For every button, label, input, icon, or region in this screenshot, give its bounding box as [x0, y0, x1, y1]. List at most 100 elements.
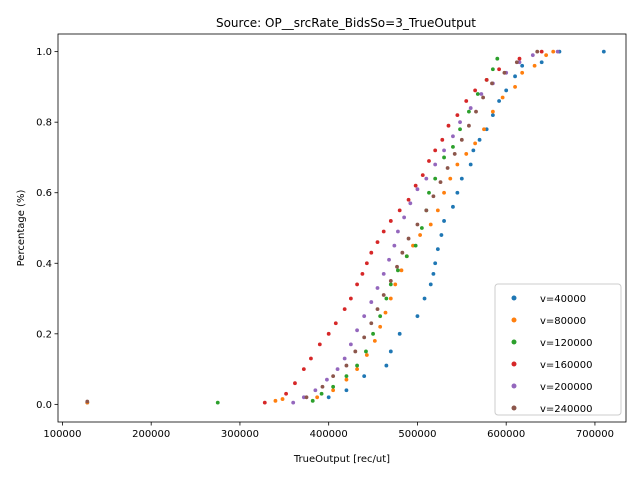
- data-point: [395, 264, 399, 269]
- data-point: [535, 49, 540, 54]
- data-point: [309, 356, 313, 361]
- data-point: [433, 261, 438, 266]
- data-point: [372, 338, 377, 343]
- data-point: [458, 120, 462, 125]
- data-point: [399, 268, 404, 273]
- data-point: [502, 70, 507, 75]
- data-point: [406, 197, 411, 202]
- data-point: [490, 81, 494, 86]
- data-point: [355, 367, 359, 371]
- data-point: [396, 268, 400, 273]
- data-point: [375, 286, 380, 290]
- data-point: [415, 187, 420, 192]
- data-point: [413, 183, 418, 188]
- data-point: [467, 109, 471, 114]
- series-v-240000: [85, 49, 540, 404]
- data-point: [424, 208, 429, 213]
- data-point: [475, 92, 480, 96]
- data-point: [304, 395, 309, 400]
- data-point: [331, 388, 336, 393]
- data-point: [388, 349, 393, 354]
- data-point: [331, 384, 336, 389]
- data-point: [344, 363, 349, 368]
- data-point: [490, 109, 495, 114]
- data-point: [438, 180, 443, 185]
- data-point: [381, 229, 386, 234]
- legend-label: v=80000: [540, 316, 586, 327]
- data-point: [448, 176, 453, 181]
- legend-frame: [494, 283, 622, 416]
- data-point: [331, 374, 336, 379]
- legend-marker: [511, 405, 517, 411]
- data-point: [364, 353, 369, 357]
- data-point: [490, 113, 495, 118]
- data-point: [387, 257, 391, 262]
- legend-marker: [511, 317, 517, 323]
- series-v-80000: [85, 49, 556, 405]
- data-point: [262, 400, 267, 405]
- data-point: [520, 63, 525, 68]
- data-point: [482, 127, 486, 132]
- data-point: [539, 60, 544, 65]
- data-point: [344, 374, 349, 379]
- data-point: [555, 49, 560, 54]
- x-tick-label: 300000: [221, 429, 259, 440]
- axes-frame: [57, 33, 627, 423]
- data-point: [355, 328, 359, 333]
- data-point: [513, 85, 517, 89]
- data-point: [411, 243, 415, 248]
- legend-label: v=200000: [540, 382, 592, 393]
- data-point: [455, 113, 460, 118]
- data-point: [378, 314, 383, 319]
- y-tick-label: 0.2: [36, 329, 52, 340]
- data-point: [369, 300, 374, 304]
- legend-label: v=160000: [540, 360, 592, 371]
- data-point: [388, 296, 393, 301]
- data-point: [459, 176, 464, 181]
- data-point: [435, 247, 440, 252]
- data-point: [520, 70, 525, 75]
- x-tick-label: 500000: [398, 429, 436, 440]
- data-point: [455, 190, 460, 195]
- data-point: [364, 349, 368, 354]
- data-point: [419, 226, 424, 230]
- y-tick-label: 0.0: [36, 400, 52, 411]
- data-point: [397, 208, 402, 213]
- data-point: [474, 109, 478, 114]
- legend-marker: [511, 339, 517, 345]
- data-point: [344, 377, 349, 382]
- data-point: [320, 384, 325, 389]
- y-tick-label: 0.4: [36, 259, 52, 270]
- data-point: [418, 233, 422, 237]
- data-point: [477, 137, 482, 142]
- data-point: [439, 233, 444, 237]
- legend-marker: [511, 361, 517, 367]
- legend-marker: [511, 295, 517, 301]
- data-point: [467, 123, 471, 128]
- data-point: [291, 400, 296, 405]
- data-point: [85, 399, 90, 404]
- data-point: [355, 363, 359, 368]
- data-point: [313, 388, 318, 393]
- data-point: [442, 219, 446, 223]
- data-point: [402, 215, 407, 220]
- data-point: [504, 88, 509, 93]
- data-point: [495, 56, 500, 61]
- x-tick-label: 700000: [576, 429, 614, 440]
- data-point: [400, 250, 405, 255]
- data-point: [442, 190, 446, 195]
- data-point: [415, 222, 420, 227]
- data-point: [458, 127, 462, 132]
- data-point: [433, 176, 438, 181]
- data-point: [433, 162, 438, 167]
- x-axis-title: TrueOutput [rec/ut]: [293, 454, 390, 465]
- data-point: [484, 127, 489, 132]
- data-point: [284, 391, 288, 396]
- data-point: [293, 381, 297, 386]
- data-point: [369, 250, 374, 255]
- y-tick-label: 1.0: [36, 47, 52, 58]
- data-point: [427, 159, 431, 163]
- data-point: [468, 162, 473, 167]
- y-axis: 0.0 0.2 0.4 0.6 0.8 1.0: [36, 47, 58, 411]
